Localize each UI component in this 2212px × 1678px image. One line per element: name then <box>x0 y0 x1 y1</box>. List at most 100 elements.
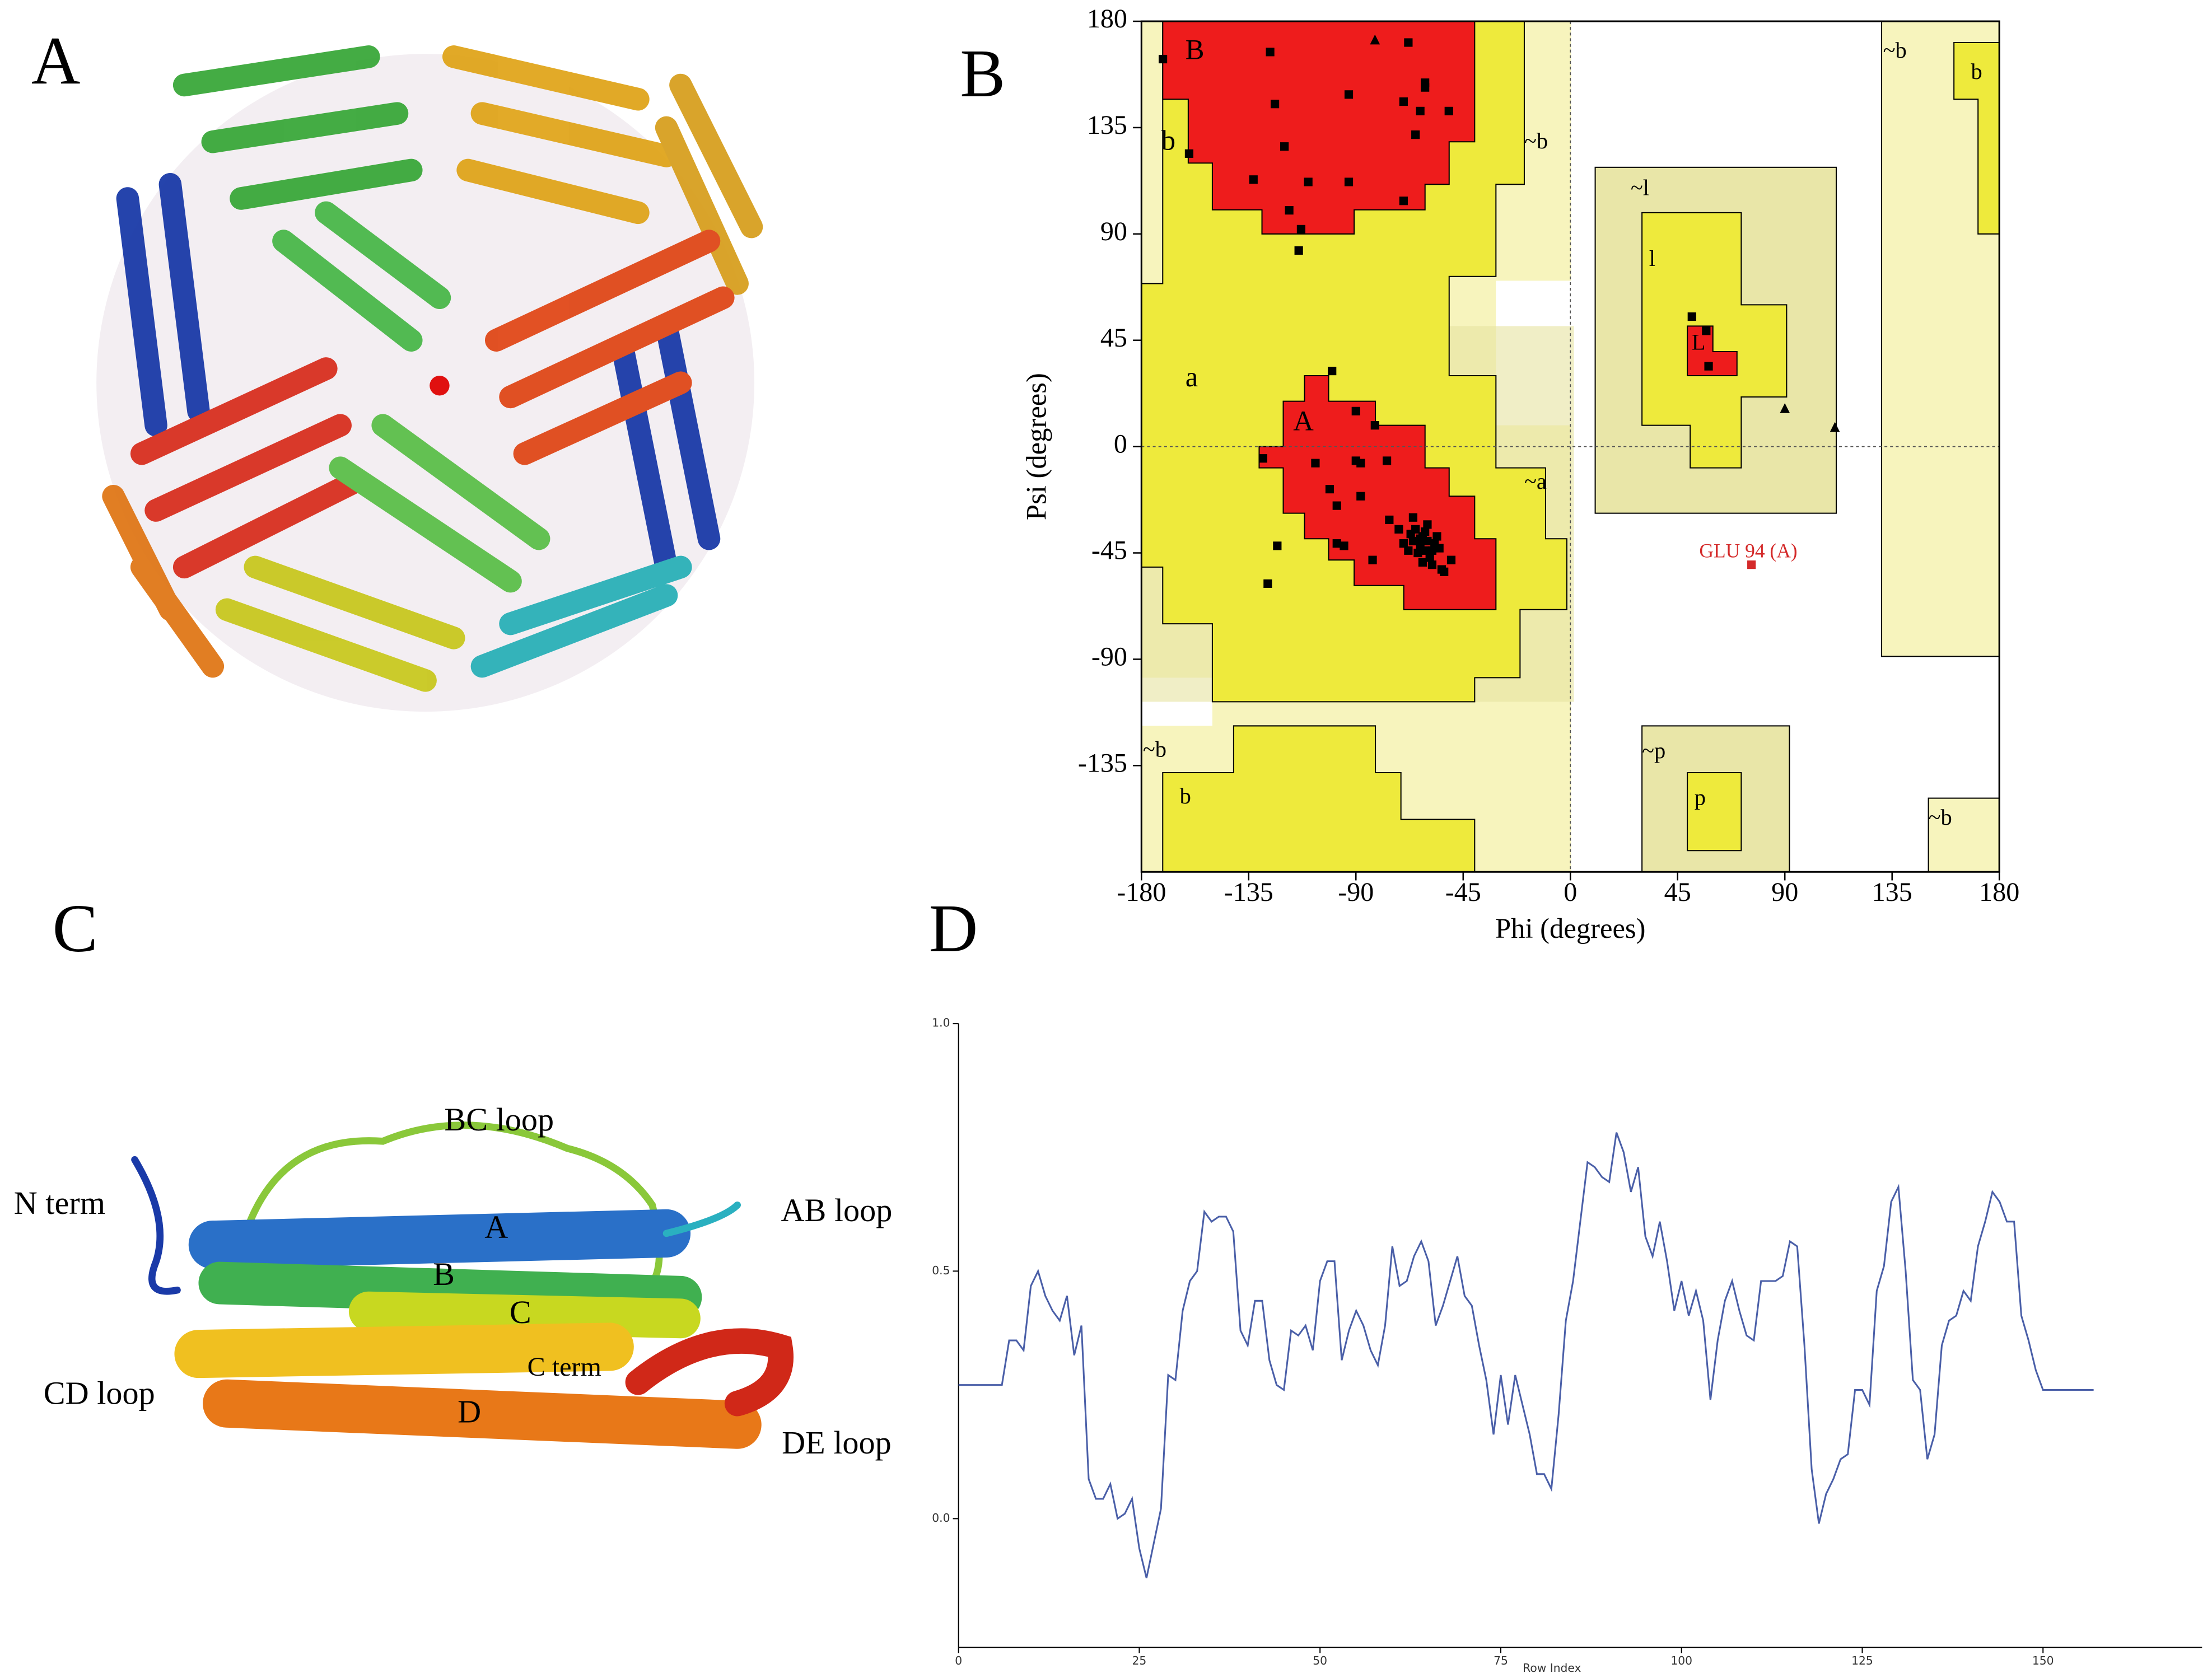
helix-c <box>348 1291 701 1339</box>
point <box>1427 560 1437 569</box>
ramachandran-regions <box>1141 21 2000 873</box>
point <box>1385 515 1394 525</box>
point <box>1351 406 1360 415</box>
region-generous <box>1928 797 2000 873</box>
point <box>1294 246 1303 255</box>
point <box>1406 530 1415 539</box>
helix <box>329 414 550 593</box>
point <box>1687 312 1696 321</box>
point <box>1399 97 1408 106</box>
region-label: b <box>1971 59 1982 84</box>
n-term <box>131 1156 181 1295</box>
y-tick-label: 90 <box>1100 217 1127 246</box>
de-loop <box>625 1328 794 1417</box>
x-tick-label: 180 <box>1979 877 2019 907</box>
point <box>1325 484 1334 494</box>
point <box>1444 106 1453 115</box>
point <box>1747 560 1756 569</box>
region-label: ~b <box>1883 38 1907 63</box>
helix-cd <box>174 1322 634 1378</box>
region-label: ~l <box>1631 175 1649 200</box>
helix <box>215 555 465 692</box>
y-tick-label: 0.0 <box>932 1511 950 1525</box>
point <box>1328 366 1337 376</box>
subunit <box>131 1121 794 1449</box>
point <box>1421 83 1430 92</box>
point <box>1311 459 1320 468</box>
x-tick-label: 0 <box>1564 877 1577 907</box>
structure-label: B <box>433 1256 455 1292</box>
point <box>1416 106 1425 115</box>
helix <box>442 45 678 225</box>
x-tick-label: 135 <box>1872 877 1912 907</box>
point <box>1332 539 1341 548</box>
region-label: ~a <box>1524 469 1547 494</box>
point <box>1435 544 1444 553</box>
x-tick-label: -90 <box>1338 877 1374 907</box>
point <box>1423 536 1432 546</box>
structure-label: A <box>484 1209 508 1245</box>
structure-label: D <box>458 1393 481 1429</box>
ab-loop <box>662 1201 741 1237</box>
point <box>1184 149 1194 158</box>
y-tick-label: -90 <box>1091 642 1127 671</box>
helix <box>470 555 692 678</box>
point <box>1368 555 1377 564</box>
y-tick-label: 0.5 <box>932 1264 950 1277</box>
region-allowed <box>1641 212 1788 469</box>
x-tick-label: 150 <box>2032 1654 2054 1667</box>
x-tick-label: -45 <box>1445 877 1481 907</box>
point <box>1273 541 1282 550</box>
point <box>1702 326 1711 335</box>
ion <box>430 376 450 396</box>
panel-label: D <box>928 891 978 966</box>
point <box>1404 38 1413 47</box>
point <box>1432 532 1441 541</box>
helix <box>272 201 451 352</box>
point <box>1437 565 1446 574</box>
x-tick-label: 25 <box>1132 1654 1147 1667</box>
y-axis-label: Psi (degrees) <box>1021 373 1052 520</box>
y-tick-label: 135 <box>1087 110 1127 140</box>
y-tick-label: 0 <box>1114 429 1127 459</box>
structure-label: C <box>510 1294 531 1330</box>
x-axis-label: Phi (degrees) <box>1495 913 1646 944</box>
structure-label: BC loop <box>444 1101 554 1138</box>
point <box>1249 175 1258 184</box>
point <box>1266 48 1275 57</box>
point <box>1830 422 1840 432</box>
panel-label: A <box>31 24 81 99</box>
x-tick-label: 90 <box>1771 877 1798 907</box>
region-label: a <box>1186 361 1198 392</box>
point <box>1159 54 1168 64</box>
x-tick-label: 125 <box>1851 1654 1873 1667</box>
point <box>1416 534 1425 543</box>
structure-label: DE loop <box>782 1424 892 1461</box>
region-core <box>1162 21 1476 235</box>
x-tick-label: 50 <box>1313 1654 1327 1667</box>
region-label: l <box>1649 246 1655 271</box>
helix <box>116 172 210 437</box>
helix <box>655 73 763 295</box>
x-axis-label: Row Index <box>1523 1661 1581 1675</box>
point <box>1285 206 1294 215</box>
helix-a <box>188 1209 691 1269</box>
panel-label: B <box>960 36 1005 111</box>
point <box>1394 525 1403 534</box>
region-label: ~p <box>1642 738 1665 763</box>
point <box>1258 454 1267 463</box>
x-tick-label: -180 <box>1117 877 1166 907</box>
point <box>1423 520 1432 529</box>
point <box>1356 492 1365 501</box>
point <box>1332 501 1341 510</box>
cage-bg <box>96 54 755 712</box>
annotation: GLU 94 (A) <box>1699 540 1797 562</box>
structure-label: AB loop <box>781 1192 892 1228</box>
point <box>1446 555 1456 564</box>
data-line <box>958 1132 2094 1578</box>
helix <box>612 315 721 579</box>
structure-label: CD loop <box>44 1375 155 1411</box>
region-label: ~b <box>1929 805 1952 830</box>
region-allowed <box>1162 725 1476 873</box>
